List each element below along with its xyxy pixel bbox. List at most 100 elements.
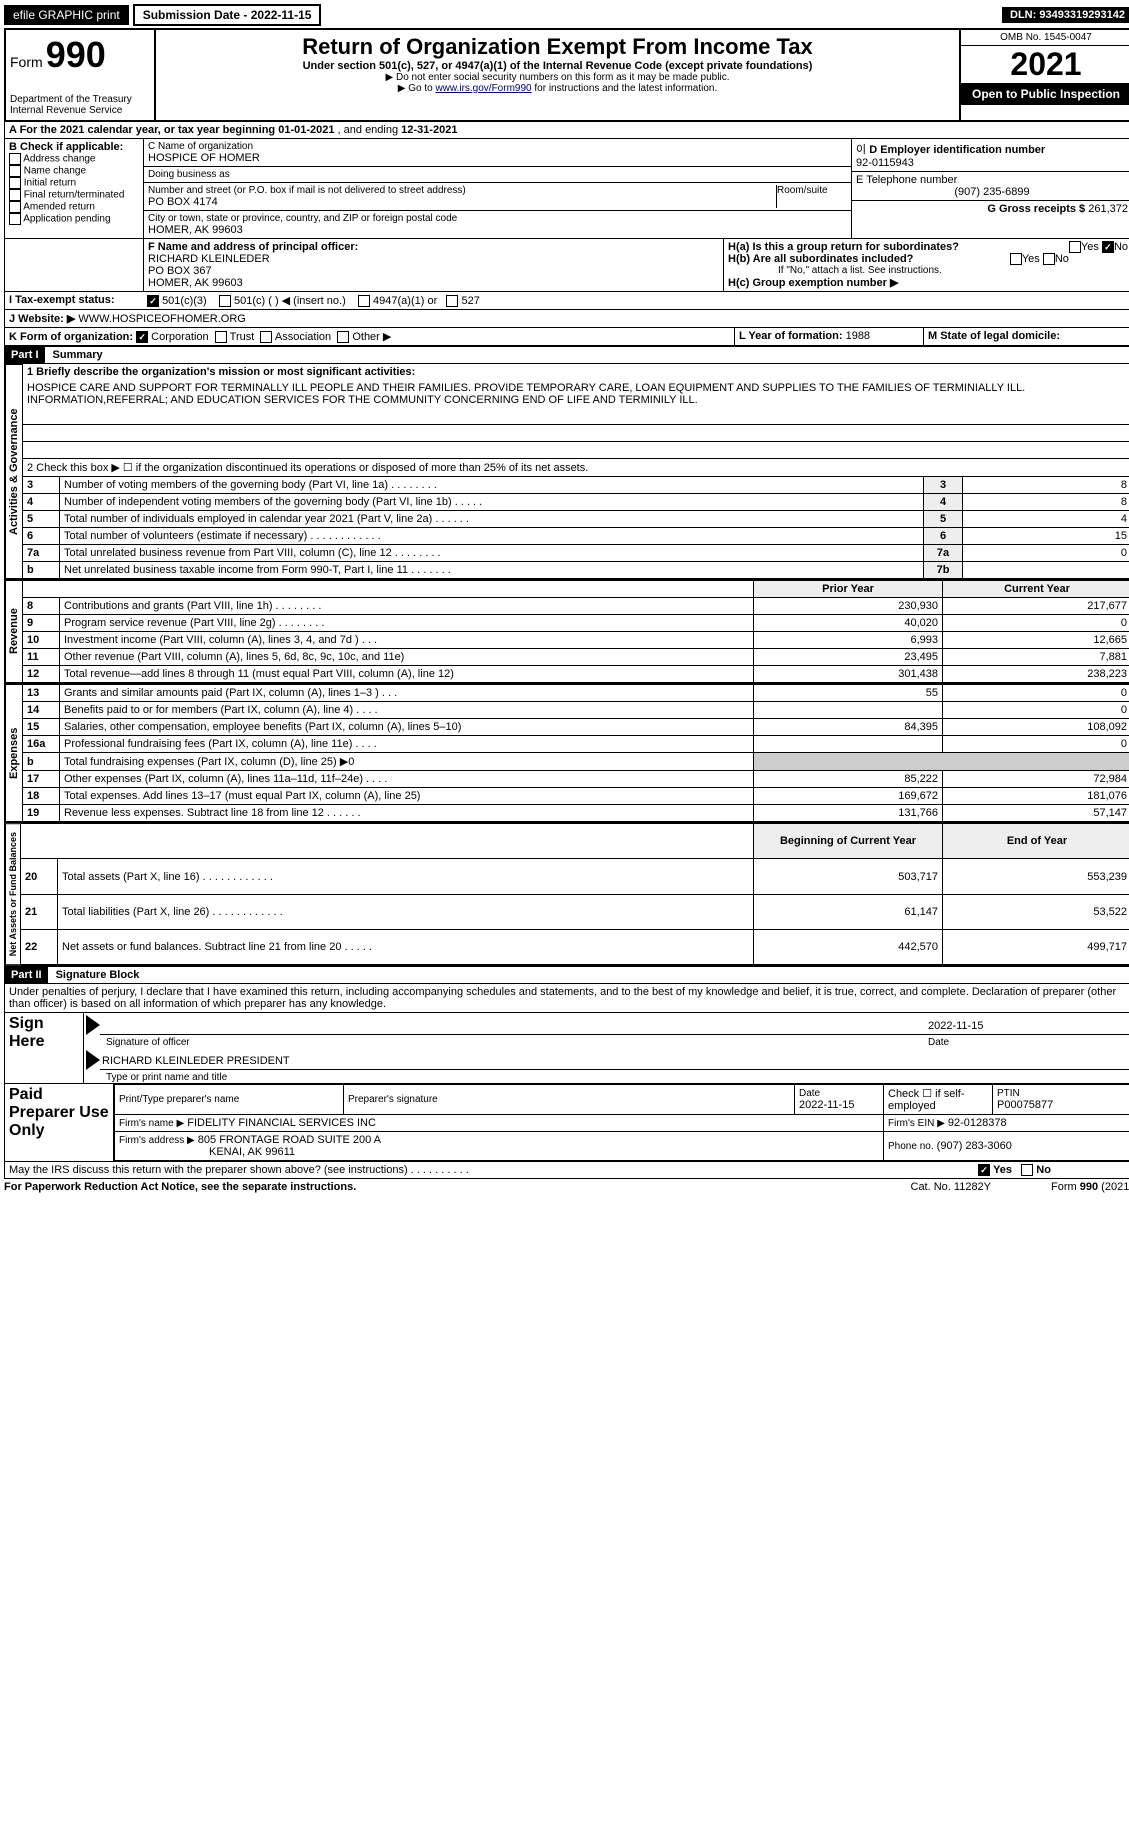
k-trust-checkbox[interactable] <box>215 331 227 343</box>
line-a: A For the 2021 calendar year, or tax yea… <box>4 122 1129 139</box>
hb-yes-checkbox[interactable] <box>1010 253 1022 265</box>
form-word: Form <box>10 54 43 70</box>
gross-receipts: 261,372 <box>1088 203 1128 215</box>
line-j: J Website: ▶ WWW.HOSPICEOFHOMER.ORG <box>4 310 1129 328</box>
hb-yes: Yes <box>1022 253 1040 265</box>
b-checkbox[interactable] <box>9 189 21 201</box>
may-irs-text: May the IRS discuss this return with the… <box>5 1162 974 1178</box>
hc-label: H(c) Group exemption number ▶ <box>728 277 898 289</box>
k-corp-checkbox[interactable]: ✓ <box>136 331 148 343</box>
b-checkbox[interactable] <box>9 201 21 213</box>
q1-label: 1 Briefly describe the organization's mi… <box>27 366 415 378</box>
i-label: I Tax-exempt status: <box>9 294 115 306</box>
ptin-label: PTIN <box>997 1088 1127 1099</box>
b-checkbox[interactable] <box>9 177 21 189</box>
mission-blank3 <box>23 442 1129 459</box>
form-no-footer: 990 <box>1080 1181 1098 1193</box>
year-footer: 2021 <box>1105 1181 1129 1193</box>
ha-label: H(a) Is this a group return for subordin… <box>728 241 959 253</box>
tax-year: 2021 <box>961 46 1129 83</box>
ha-no-checkbox[interactable]: ✓ <box>1102 241 1114 253</box>
ptin-value: P00075877 <box>997 1099 1127 1111</box>
officer-addr2: HOMER, AK 99603 <box>148 277 243 289</box>
i-opt0: 501(c)(3) <box>162 295 207 307</box>
i-opt1: 501(c) ( ) ◀ (insert no.) <box>234 295 346 307</box>
ha-row: H(a) Is this a group return for subordin… <box>728 241 1128 253</box>
open-public: Open to Public Inspection <box>961 83 1129 105</box>
sig-arrow-icon-2 <box>86 1050 100 1070</box>
ha-yes-checkbox[interactable] <box>1069 241 1081 253</box>
year-formation: 1988 <box>846 330 870 342</box>
k-opt2: Association <box>275 331 331 343</box>
pp-name-label: Print/Type preparer's name <box>119 1094 339 1105</box>
addr-label: Number and street (or P.O. box if mail i… <box>148 185 776 196</box>
street-address: PO BOX 4174 <box>148 196 776 208</box>
mission-blank2 <box>23 425 1129 442</box>
g-label: G Gross receipts $ <box>987 203 1085 215</box>
a-mid: , and ending <box>338 124 402 136</box>
vtab-expenses: Expenses <box>5 684 23 822</box>
pp-sig-label: Preparer's signature <box>348 1094 790 1105</box>
i-501c-checkbox[interactable] <box>219 295 231 307</box>
sign-here-block: Sign Here 2022-11-15 Signature of office… <box>4 1013 1129 1084</box>
b-label: B Check if applicable: <box>9 141 123 153</box>
part2-title: Signature Block <box>48 969 140 981</box>
m-label: M State of legal domicile: <box>928 330 1060 342</box>
part1-net-section: Net Assets or Fund Balances Beginning of… <box>4 823 1129 966</box>
k-label: K Form of organization: <box>9 331 133 343</box>
i-opt3: 527 <box>461 295 479 307</box>
q2-label: 2 Check this box ▶ ☐ if the organization… <box>23 459 1129 476</box>
officer-signature-line[interactable] <box>100 1018 926 1035</box>
form-footer: Form 990 (2021) <box>1051 1181 1129 1193</box>
part1-title: Summary <box>45 349 103 361</box>
hb-no: No <box>1055 253 1069 265</box>
i-527-checkbox[interactable] <box>446 295 458 307</box>
may-yes-checkbox[interactable]: ✓ <box>978 1164 990 1176</box>
revenue-table: Prior YearCurrent Year8Contributions and… <box>23 580 1129 683</box>
b-checkbox[interactable] <box>9 165 21 177</box>
h-note: If "No," attach a list. See instructions… <box>728 265 1128 276</box>
ssn-note: ▶ Do not enter social security numbers o… <box>160 72 955 83</box>
efile-badge: efile GRAPHIC print <box>4 5 129 25</box>
hb-no-checkbox[interactable] <box>1043 253 1055 265</box>
form-header: Form 990 Department of the Treasury Inte… <box>4 28 1129 122</box>
firm-addr-label: Firm's address ▶ <box>119 1135 195 1146</box>
b-checkbox[interactable] <box>9 213 21 225</box>
may-no-checkbox[interactable] <box>1021 1164 1033 1176</box>
a-begin: 01-01-2021 <box>278 124 334 136</box>
goto-post: for instructions and the latest informat… <box>534 83 717 94</box>
room-label: Room/suite <box>777 185 847 208</box>
goto-pre: ▶ Go to <box>398 83 436 94</box>
i-4947-checkbox[interactable] <box>358 295 370 307</box>
sig-date-value: 2022-11-15 <box>926 1018 1129 1035</box>
i-opt2: 4947(a)(1) or <box>373 295 437 307</box>
pp-date: 2022-11-15 <box>799 1099 879 1111</box>
b-checkbox[interactable] <box>9 153 21 165</box>
i-501c3-checkbox[interactable]: ✓ <box>147 295 159 307</box>
part1-tag: Part I <box>5 347 45 363</box>
may-irs-row: May the IRS discuss this return with the… <box>4 1162 1129 1179</box>
top-bar: efile GRAPHIC print Submission Date - 20… <box>4 4 1129 26</box>
form-subtitle: Under section 501(c), 527, or 4947(a)(1)… <box>160 60 955 72</box>
irs-label: Internal Revenue Service <box>10 105 150 116</box>
k-other-checkbox[interactable] <box>337 331 349 343</box>
goto-note: ▶ Go to www.irs.gov/Form990 for instruct… <box>160 83 955 94</box>
part1-rev-section: Revenue Prior YearCurrent Year8Contribut… <box>4 580 1129 684</box>
irs-link[interactable]: www.irs.gov/Form990 <box>435 83 531 94</box>
org-name: HOSPICE OF HOMER <box>148 152 847 164</box>
phone-label: Phone no. <box>888 1141 934 1152</box>
vtab-governance: Activities & Governance <box>5 364 23 579</box>
officer-typed-name: RICHARD KLEINLEDER PRESIDENT <box>100 1053 1129 1070</box>
ha-yes: Yes <box>1081 241 1099 253</box>
preparer-table: Print/Type preparer's name Preparer's si… <box>114 1084 1129 1161</box>
d-label: D Employer identification number <box>869 144 1045 156</box>
pp-check: Check ☐ if self-employed <box>884 1085 993 1115</box>
expenses-table: 13Grants and similar amounts paid (Part … <box>23 684 1129 822</box>
officer-name: RICHARD KLEINLEDER <box>148 253 270 265</box>
dept-treasury: Department of the Treasury <box>10 94 150 105</box>
ein-value: 92-0115943 <box>856 157 1128 169</box>
a-pre: A For the 2021 calendar year, or tax yea… <box>9 124 278 136</box>
k-assoc-checkbox[interactable] <box>260 331 272 343</box>
type-name-label: Type or print name and title <box>84 1072 1129 1083</box>
paid-label: Paid Preparer Use Only <box>5 1084 114 1161</box>
